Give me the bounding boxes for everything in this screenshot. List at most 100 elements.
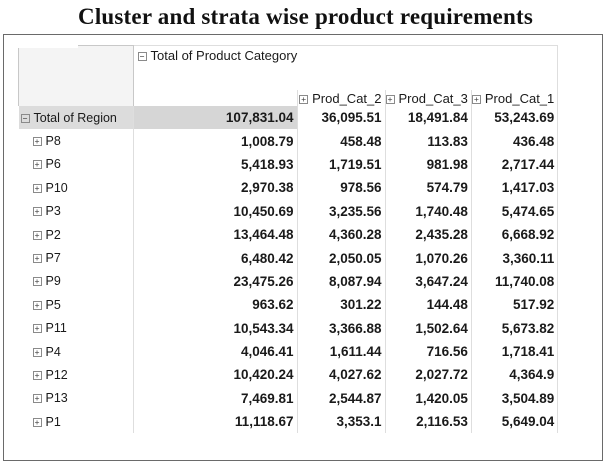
table-cell: 3,353.1 [297,410,386,434]
column-header-spacer [133,90,298,106]
row-header-p6[interactable]: + P6 [18,152,134,177]
table-row: + P9 23,475.26 8,087.94 3,647.24 11,740.08 [18,269,559,294]
grand-total-row: − Total of Region 107,831.04 36,095.51 18… [18,106,559,130]
row-total-cell: 11,118.67 [133,410,298,434]
column-header-label: Prod_Cat_2 [312,91,382,106]
plus-box-icon[interactable]: + [385,95,395,104]
row-total-cell: 4,046.41 [133,339,298,364]
table-cell: 1,611.44 [297,339,386,364]
column-header-prod-cat-1[interactable]: + Prod_Cat_1 [471,90,559,106]
table-cell: 113.83 [385,129,472,153]
table-cell: 1,740.48 [385,199,472,223]
plus-box-icon[interactable]: + [32,207,42,217]
row-header-p3[interactable]: + P3 [18,199,134,223]
row-header-p12[interactable]: + P12 [18,363,134,387]
plus-box-icon[interactable]: + [32,324,42,334]
row-total-cell: 13,464.48 [133,222,298,247]
table-cell: 5,649.04 [471,410,559,434]
pivot-table: − Total of Product Category + Prod_Cat_2 +… [18,45,559,434]
minus-box-icon[interactable]: − [137,52,147,61]
table-cell: 2,717.44 [471,152,559,177]
row-header-p1[interactable]: + P1 [18,410,134,434]
row-total-cell: 2,970.38 [133,176,298,200]
table-cell: 3,360.11 [471,246,559,270]
plus-box-icon[interactable]: + [299,95,309,104]
row-label: P7 [45,251,61,266]
table-row: + P12 10,420.24 4,027.62 2,027.72 4,364.9 [18,363,559,387]
plus-box-icon[interactable]: + [32,300,42,310]
table-row: + P7 6,480.42 2,050.05 1,070.26 3,360.11 [18,246,559,270]
row-header-p9[interactable]: + P9 [18,269,134,294]
table-row: + P5 963.62 301.22 144.48 517.92 [18,293,559,317]
table-row: + P2 13,464.48 4,360.28 2,435.28 6,668.92 [18,222,559,247]
table-row: + P10 2,970.38 978.56 574.79 1,417.03 [18,176,559,200]
row-header-p4[interactable]: + P4 [18,339,134,364]
table-cell: 3,366.88 [297,316,386,340]
table-cell: 1,070.26 [385,246,472,270]
table-cell: 436.48 [471,129,559,153]
pivot-corner-cell [18,45,134,106]
table-cell: 2,544.87 [297,386,386,411]
table-cell: 4,360.28 [297,222,386,247]
row-header-p13[interactable]: + P13 [18,386,134,411]
row-label: P13 [45,391,68,406]
table-cell: 1,502.64 [385,316,472,340]
plus-box-icon[interactable]: + [32,183,42,193]
row-total-cell: 1,008.79 [133,129,298,153]
plus-box-icon[interactable]: + [32,370,42,380]
row-total-cell: 7,469.81 [133,386,298,411]
row-header-p11[interactable]: + P11 [18,316,134,340]
table-cell: 4,027.62 [297,363,386,387]
column-header-label: Prod_Cat_3 [398,91,468,106]
page-title: Cluster and strata wise product requirem… [78,4,533,29]
table-cell: 574.79 [385,176,472,200]
table-cell: 301.22 [297,293,386,317]
plus-box-icon[interactable]: + [32,230,42,240]
row-header-p2[interactable]: + P2 [18,222,134,247]
row-total-cell: 10,543.34 [133,316,298,340]
table-cell: 1,420.05 [385,386,472,411]
plus-box-icon[interactable]: + [32,160,42,170]
minus-box-icon[interactable]: − [20,113,30,123]
column-field-header[interactable]: − Total of Product Category [133,45,559,90]
table-cell: 2,050.05 [297,246,386,270]
row-total-cell: 23,475.26 [133,269,298,294]
column-header-prod-cat-3[interactable]: + Prod_Cat_3 [385,90,472,106]
table-cell: 3,504.89 [471,386,559,411]
row-header-p10[interactable]: + P10 [18,176,134,200]
row-header-p5[interactable]: + P5 [18,293,134,317]
table-cell: 1,417.03 [471,176,559,200]
row-label: P3 [45,204,61,219]
table-cell: 981.98 [385,152,472,177]
table-cell: 144.48 [385,293,472,317]
table-cell: 5,673.82 [471,316,559,340]
column-header-prod-cat-2[interactable]: + Prod_Cat_2 [297,90,386,106]
plus-box-icon[interactable]: + [471,95,481,104]
table-cell: 3,647.24 [385,269,472,294]
plus-box-icon[interactable]: + [32,347,42,357]
plus-box-icon[interactable]: + [32,417,42,427]
grand-total-label: Total of Region [33,110,117,125]
row-label: P12 [45,367,68,382]
table-cell: 1,719.51 [297,152,386,177]
table-row: + P1 11,118.67 3,353.1 2,116.53 5,649.04 [18,410,559,434]
table-cell: 1,718.41 [471,339,559,364]
row-header-p7[interactable]: + P7 [18,246,134,270]
table-cell: 716.56 [385,339,472,364]
table-row: + P13 7,469.81 2,544.87 1,420.05 3,504.89 [18,386,559,411]
plus-box-icon[interactable]: + [32,137,42,147]
plus-box-icon[interactable]: + [32,277,42,287]
plus-box-icon[interactable]: + [32,254,42,264]
table-cell: 2,435.28 [385,222,472,247]
grand-total-value: 107,831.04 [133,106,298,130]
table-row: + P3 10,450.69 3,235.56 1,740.48 5,474.65 [18,199,559,223]
row-total-cell: 963.62 [133,293,298,317]
plus-box-icon[interactable]: + [32,394,42,404]
table-cell: 517.92 [471,293,559,317]
row-label: P1 [45,414,61,429]
row-header-p8[interactable]: + P8 [18,129,134,153]
row-total-cell: 10,450.69 [133,199,298,223]
table-cell: 6,668.92 [471,222,559,247]
table-cell: 5,474.65 [471,199,559,223]
grand-total-row-header[interactable]: − Total of Region [18,106,134,130]
